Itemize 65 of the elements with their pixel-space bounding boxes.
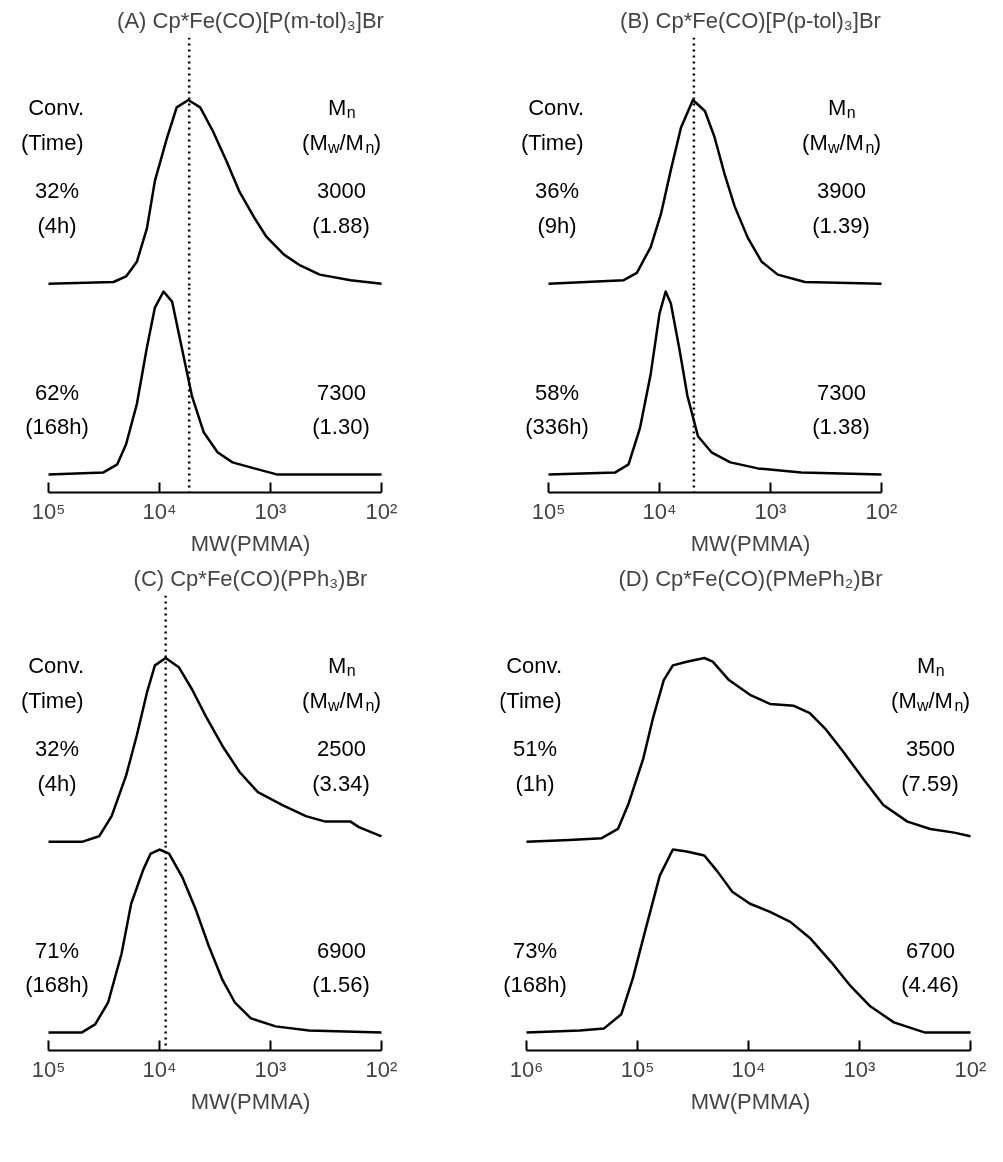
annotation: (4h) [37,212,77,238]
annotation: (1h) [515,770,555,796]
annotation: (4.46) [901,971,959,997]
x-tick-label: 10³ [254,498,287,524]
x-tick-label: 10⁵ [531,498,566,524]
annotation: (1.56) [312,971,370,997]
annotation: (Time) [520,129,584,155]
annotation: 6700 [906,937,955,963]
chart-title: (C) Cp*Fe(CO)(PPh₃)Br [133,565,368,591]
annotation: 3000 [317,177,366,203]
x-tick-label: 10³ [843,1056,876,1082]
annotation: (1.88) [312,212,370,238]
chart-title: (B) Cp*Fe(CO)[P(p-tol)₃]Br [620,7,881,33]
x-tick-label: 10² [865,498,898,524]
x-tick-label: 10³ [754,498,787,524]
annotation: 3900 [817,177,866,203]
x-tick-label: 10² [365,1056,398,1082]
annotation: (7.59) [901,770,959,796]
annotation: 71% [34,937,79,963]
annotation: (1.39) [812,212,870,238]
annotation: 58% [534,379,579,405]
annotation: 3500 [906,735,955,761]
annotation: 7300 [817,379,866,405]
annotation: (168h) [25,971,89,997]
annotation: (4h) [37,770,77,796]
annotation: (Time) [498,687,562,713]
annotation: (1.30) [312,413,370,439]
annotation: 32% [34,735,79,761]
x-tick-label: 10² [954,1056,987,1082]
annotation: (9h) [537,212,577,238]
x-tick-label: 10⁴ [142,498,177,524]
annotation: Conv. [506,652,563,678]
x-tick-label: 10⁴ [642,498,677,524]
x-tick-label: 10⁵ [31,1056,66,1082]
chart-title: (D) Cp*Fe(CO)(PMePh₂)Br [618,565,883,591]
x-axis-title: MW(PMMA) [690,1088,811,1114]
annotation: Conv. [28,94,85,120]
annotation: (Time) [20,687,84,713]
x-axis-title: MW(PMMA) [190,530,311,556]
x-tick-label: 10⁵ [31,498,66,524]
annotation: Conv. [28,652,85,678]
x-axis-title: MW(PMMA) [690,530,811,556]
x-tick-label: 10⁴ [731,1056,766,1082]
x-tick-label: 10⁶ [509,1056,544,1082]
x-tick-label: 10⁵ [620,1056,655,1082]
annotation: (Time) [20,129,84,155]
annotation: (168h) [503,971,567,997]
annotation: (336h) [525,413,589,439]
chart-title: (A) Cp*Fe(CO)[P(m-tol)₃]Br [117,7,384,33]
annotation: 7300 [317,379,366,405]
x-tick-label: 10⁴ [142,1056,177,1082]
annotation: 32% [34,177,79,203]
annotation: Conv. [528,94,585,120]
annotation: 62% [34,379,79,405]
annotation: (3.34) [312,770,370,796]
annotation: 36% [534,177,579,203]
annotation: (168h) [25,413,89,439]
annotation: 6900 [317,937,366,963]
annotation: (1.38) [812,413,870,439]
annotation: 2500 [317,735,366,761]
x-tick-label: 10³ [254,1056,287,1082]
annotation: 51% [512,735,557,761]
x-tick-label: 10² [365,498,398,524]
x-axis-title: MW(PMMA) [190,1088,311,1114]
annotation: 73% [512,937,557,963]
